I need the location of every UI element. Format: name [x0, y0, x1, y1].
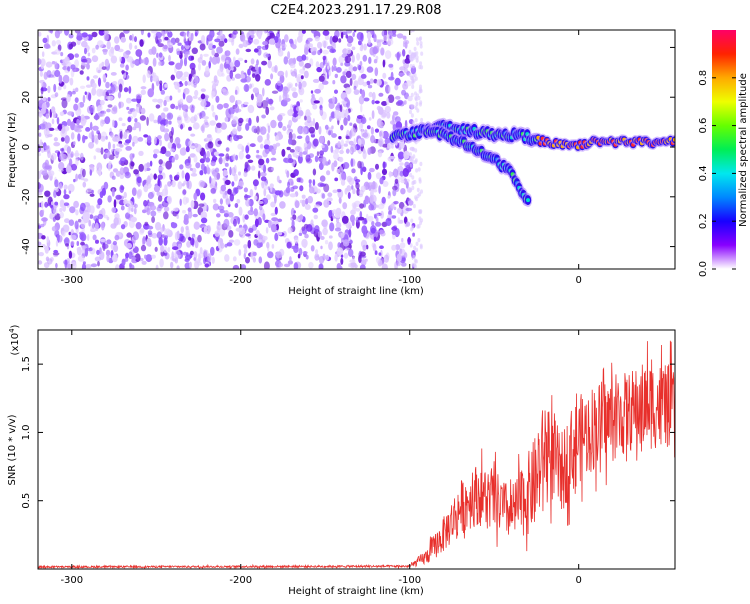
signal-track-main-track — [388, 117, 675, 153]
colorbar — [712, 30, 736, 269]
colorbar-tick-label: 0.8 — [698, 70, 709, 86]
svg-text:(x104): (x104) — [8, 324, 21, 355]
colorbar-tick-label: 0.0 — [698, 261, 709, 277]
spectrogram-y-tick-label: -40 — [21, 238, 32, 254]
spectrogram-x-tick-label: -100 — [398, 275, 421, 286]
spectrogram-frame — [37, 29, 676, 270]
snr-multiplier: (x104) — [8, 324, 21, 355]
spectrogram-noise — [38, 30, 424, 269]
snr-frame — [37, 329, 676, 570]
snr-x-tick-label: -100 — [398, 575, 421, 586]
spectrogram-x-tick-label: 0 — [576, 275, 582, 286]
snr-x-tick-label: 0 — [576, 575, 582, 586]
snr-x-tick-label: -200 — [229, 575, 252, 586]
snr-multiplier-exp: 4 — [8, 328, 16, 333]
snr-y-tick-label: 1.5 — [21, 356, 32, 372]
spectrogram-y-tick-label: -20 — [21, 189, 32, 205]
snr-y-axis-label: SNR (10 * v/v) — [7, 414, 18, 485]
spectrogram-x-axis-label: Height of straight line (km) — [288, 286, 424, 297]
spectrogram-x-tick-label: -300 — [60, 275, 83, 286]
spectrogram-y-axis-label: Frequency (Hz) — [7, 112, 18, 188]
colorbar-tick-label: 0.2 — [698, 213, 709, 229]
snr-multiplier-base: (x10 — [10, 333, 21, 356]
snr-y-tick-label: 0.5 — [21, 493, 32, 509]
snr-x-axis-label: Height of straight line (km) — [288, 586, 424, 597]
colorbar-label: Normalized spectral amplitude — [738, 73, 749, 227]
snr-y-tick-label: 1.0 — [21, 424, 32, 440]
spectrogram-y-tick-label: 40 — [21, 41, 32, 54]
figure-title: C2E4.2023.291.17.29.R08 — [270, 3, 441, 18]
colorbar-tick-label: 0.6 — [698, 118, 709, 134]
spectrogram-x-tick-label: -200 — [229, 275, 252, 286]
snr-x-tick-label: -300 — [60, 575, 83, 586]
snr-plot-area — [38, 340, 675, 569]
spectrogram-y-tick-label: 20 — [21, 91, 32, 104]
colorbar-tick-label: 0.4 — [698, 165, 709, 181]
snr-series-line — [38, 340, 675, 569]
signal-track-lower-branch — [422, 124, 533, 208]
spectrogram-y-tick-label: 0 — [21, 144, 32, 150]
spectrogram-plot-area — [38, 30, 675, 269]
